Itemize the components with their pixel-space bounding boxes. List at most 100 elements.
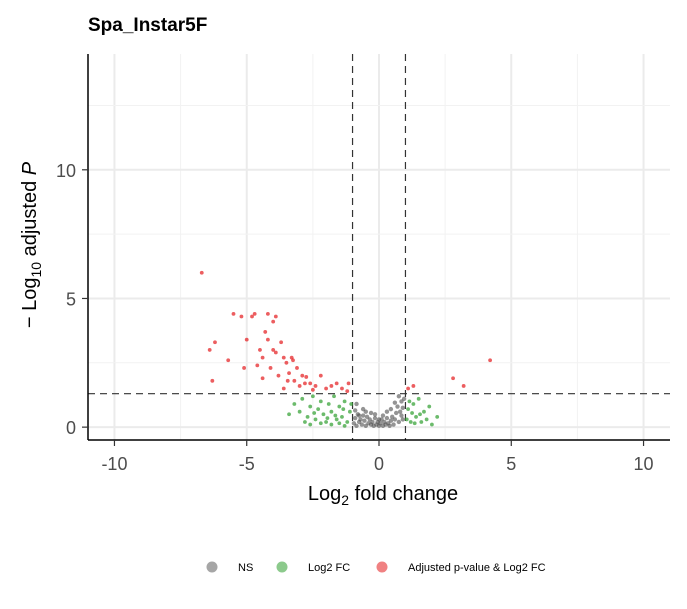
ns-point [356,413,362,418]
significant-point [292,378,297,383]
legend-label-log2fc: Log2 FC [308,562,350,574]
significant-point [340,386,344,391]
ns-point [399,413,404,418]
legend-label-adjusted-p: Adjusted p-value & Log2 FC [408,562,546,574]
log2fc-point [408,420,413,424]
ns-point [354,401,359,407]
log2fc-point [337,421,342,426]
ns-point [400,417,406,422]
ns-point [400,405,406,411]
ns-point [359,422,365,427]
log2fc-point [411,402,416,406]
significant-point [411,384,416,388]
log2fc-point [308,404,313,409]
log2fc-point [318,399,323,404]
log2fc-point [326,402,331,406]
log2fc-point [424,417,429,422]
significant-point [346,381,351,386]
significant-point [313,384,318,388]
data-points [199,270,493,429]
log2fc-point [312,411,317,415]
significant-point [263,330,268,334]
ns-point [392,400,398,405]
log2fc-point [300,396,305,401]
significant-point [244,337,249,342]
significant-point [451,376,455,381]
significant-point [210,378,215,383]
ns-point [372,412,378,417]
log2fc-point [414,414,418,419]
significant-point [297,384,302,388]
significant-point [345,389,350,394]
ns-point [358,417,363,422]
legend: NS Log2 FC Adjusted p-value & Log2 FC [206,561,546,574]
cutoff-lines [88,54,670,440]
significant-point [242,366,246,370]
grid-lines [88,54,670,440]
significant-point [406,386,410,391]
significant-point [488,358,493,363]
ns-point [368,410,374,416]
ns-point [397,409,403,414]
log2fc-point [329,409,334,414]
significant-point [271,319,276,324]
log2fc-point [342,423,347,428]
log2fc-point [435,414,440,419]
log2fc-point [308,422,313,427]
ns-point [370,419,375,425]
ns-point [362,418,367,423]
significant-point [334,381,339,386]
log2fc-point [419,420,424,424]
log2fc-point [310,394,315,399]
x-axis-ticks: -10 -5 0 5 10 [101,440,654,474]
significant-point [252,312,257,316]
y-axis-ticks: 0 5 10 [56,161,88,438]
significant-point [199,270,204,275]
legend-key-ns [206,561,218,573]
significant-point [287,371,291,375]
log2fc-point [348,409,352,414]
ns-point [376,417,382,422]
log2fc-point [305,414,310,419]
log2fc-point [416,396,421,401]
ns-point [396,419,402,425]
significant-point [318,373,323,378]
log2fc-point [321,412,326,417]
significant-point [239,314,244,319]
ns-point [384,415,390,421]
ns-point [354,423,359,429]
log2fc-point [325,416,330,421]
ns-point [388,406,394,412]
significant-point [265,337,270,342]
significant-point [231,312,236,316]
y-tick-label: 5 [66,289,76,309]
ns-point [380,413,386,418]
legend-key-log2fc [276,561,288,573]
significant-point [461,384,466,388]
significant-point [285,378,290,383]
significant-point [308,381,313,386]
ns-point [384,409,390,414]
significant-point [255,363,260,368]
legend-key-adjusted-p [376,561,388,573]
significant-point [281,386,286,391]
significant-point [226,358,231,363]
ns-point [388,418,394,423]
log2fc-point [333,413,338,418]
log2fc-point [329,422,334,427]
ns-point [352,408,358,413]
x-tick-label: 10 [634,454,654,474]
y-axis-title: − Log10 adjusted P [19,161,44,328]
log2fc-point [292,402,297,406]
significant-point [276,373,281,378]
ns-point [372,415,378,421]
significant-point [304,375,309,379]
significant-point [303,381,307,386]
ns-point [360,413,366,418]
log2fc-point [303,420,307,424]
significant-point [279,340,284,345]
log2fc-point [340,414,344,419]
x-tick-label: -5 [239,454,255,474]
significant-point [260,355,265,360]
